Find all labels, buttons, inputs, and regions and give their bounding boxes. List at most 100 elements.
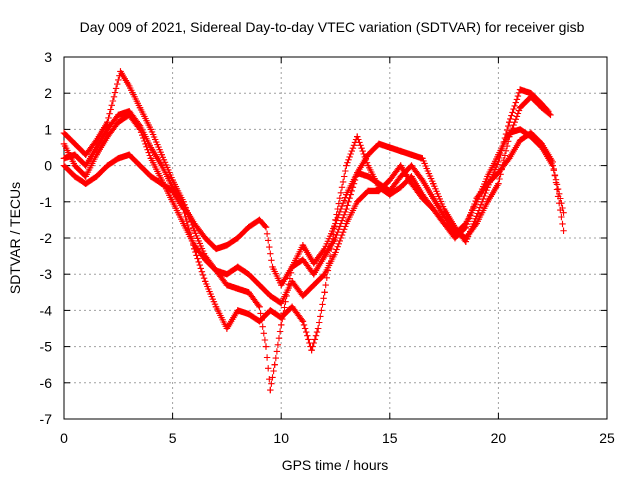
- data-point: [299, 292, 307, 300]
- y-tick-label: -1: [40, 194, 53, 210]
- data-point: [158, 151, 165, 158]
- data-point: [343, 191, 350, 198]
- data-point: [60, 155, 68, 162]
- data-point: [60, 162, 68, 169]
- data-point: [201, 234, 209, 242]
- data-point: [343, 220, 350, 227]
- data-point: [117, 68, 124, 75]
- x-tick-label: 15: [382, 430, 398, 446]
- gridlines: [64, 57, 607, 419]
- data-point: [267, 292, 274, 300]
- y-tick-label: -2: [40, 230, 53, 246]
- data-point: [125, 82, 133, 90]
- data-point: [354, 133, 361, 140]
- data-point: [397, 147, 404, 155]
- data-point: [269, 263, 276, 271]
- data-point: [419, 176, 426, 184]
- data-point: [473, 220, 480, 227]
- data-point: [364, 162, 372, 169]
- data-point: [245, 310, 252, 318]
- data-point: [288, 303, 296, 310]
- data-point: [234, 234, 241, 242]
- data-point: [430, 194, 437, 202]
- data-point: [516, 104, 524, 111]
- y-tick-label: -3: [40, 266, 53, 282]
- data-point: [484, 180, 491, 187]
- data-point: [538, 140, 546, 148]
- data-point: [278, 314, 285, 321]
- data-point: [245, 289, 252, 296]
- data-point: [549, 158, 556, 166]
- data-point: [462, 234, 470, 242]
- data-point: [364, 187, 372, 195]
- x-tick-label: 5: [169, 430, 177, 446]
- data-point: [169, 187, 176, 195]
- data-point: [93, 151, 100, 158]
- data-point: [408, 151, 415, 158]
- data-point: [212, 267, 220, 274]
- data-point: [314, 325, 322, 332]
- data-point: [245, 223, 252, 231]
- y-axis: -7 -6 -5 -4 -3 -2 -1 0 1 2 3: [40, 49, 607, 427]
- data-point: [451, 227, 459, 234]
- data-point: [332, 249, 339, 256]
- data-point: [430, 205, 437, 213]
- data-point: [321, 245, 328, 253]
- data-point: [375, 140, 383, 148]
- data-point: [271, 361, 278, 368]
- data-point: [115, 118, 122, 126]
- data-point: [60, 140, 68, 148]
- data-point: [451, 234, 459, 242]
- data-point: [430, 180, 437, 187]
- data-point: [71, 173, 79, 180]
- data-point: [310, 281, 317, 289]
- data-point: [364, 151, 372, 158]
- y-tick-label: -4: [40, 302, 53, 318]
- data-point: [223, 242, 231, 249]
- data-point: [201, 278, 209, 285]
- data-point: [136, 126, 144, 133]
- data-point: [473, 194, 480, 202]
- data-point: [495, 151, 502, 158]
- data-point: [245, 271, 252, 278]
- data-point: [104, 162, 111, 169]
- data-point: [506, 118, 513, 126]
- data-point: [506, 133, 513, 140]
- data-point: [136, 104, 144, 111]
- data-point: [71, 140, 79, 148]
- data-series: [60, 68, 567, 394]
- data-point: [212, 303, 220, 310]
- data-point: [147, 155, 155, 162]
- data-point: [71, 151, 79, 158]
- data-point: [397, 173, 404, 180]
- data-point: [71, 162, 79, 169]
- data-point: [419, 155, 426, 162]
- data-point: [136, 162, 144, 169]
- data-point: [234, 307, 241, 314]
- data-point: [158, 162, 165, 169]
- series-track-1: [60, 86, 552, 289]
- series-track-4: [60, 93, 554, 394]
- data-point: [299, 318, 307, 325]
- data-point: [82, 173, 89, 180]
- data-point: [527, 93, 535, 101]
- data-point: [288, 263, 296, 271]
- data-point: [278, 321, 285, 329]
- data-point: [93, 137, 100, 144]
- data-point: [180, 220, 187, 227]
- data-point: [256, 281, 263, 289]
- data-point: [299, 242, 307, 249]
- y-tick-label: -6: [40, 375, 53, 391]
- data-point: [386, 144, 393, 151]
- data-point: [332, 220, 339, 227]
- data-point: [408, 162, 415, 169]
- data-point: [125, 111, 133, 119]
- marker-trace: [60, 129, 566, 354]
- x-tick-label: 20: [491, 430, 507, 446]
- data-point: [60, 129, 68, 137]
- y-tick-label: -5: [40, 339, 53, 355]
- x-tick-label: 25: [599, 430, 615, 446]
- data-point: [201, 256, 209, 263]
- data-point: [484, 198, 491, 205]
- data-point: [538, 104, 546, 111]
